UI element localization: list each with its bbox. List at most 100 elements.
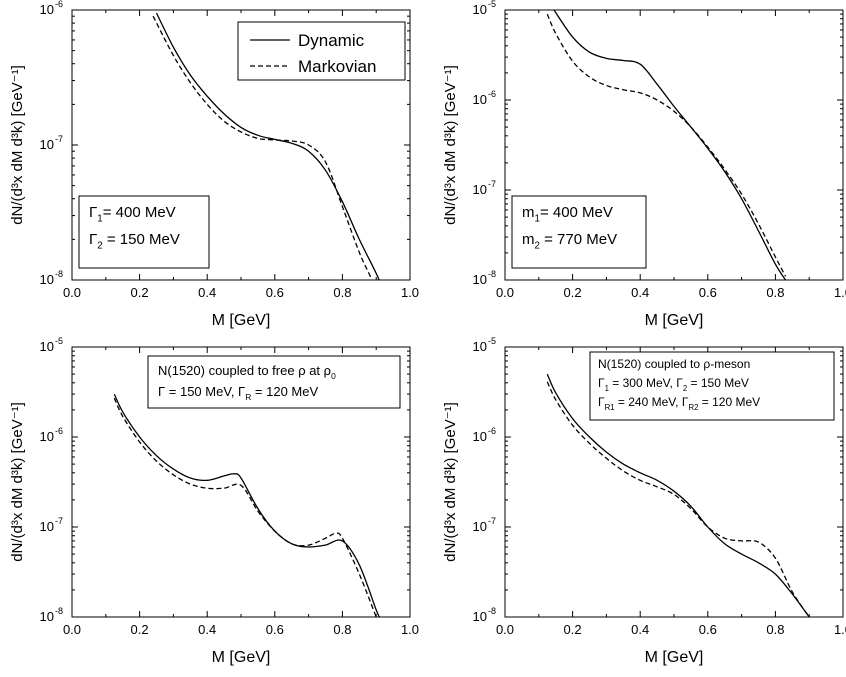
y-tick-exponent: -6	[55, 0, 63, 9]
legend-box	[237, 21, 406, 81]
annotation-text: = 150 MeV	[687, 376, 749, 390]
annotation-text: = 240 MeV, Γ	[615, 395, 689, 409]
x-axis-label: M [GeV]	[212, 649, 271, 666]
y-tick-label: 10	[40, 137, 54, 152]
annotation-subscript: 1	[97, 213, 102, 224]
series-group	[152, 12, 380, 280]
annotation-subscript: 1	[535, 213, 540, 224]
x-tick-label: 1.0	[401, 622, 419, 637]
x-tick-label: 0.2	[564, 285, 582, 300]
series-group	[113, 393, 381, 617]
annotation-text: = 400 MeV	[103, 204, 176, 221]
x-axis-label: M [GeV]	[645, 649, 704, 666]
x-tick-label: 1.0	[834, 622, 846, 637]
series-line-solid	[546, 373, 810, 617]
x-tick-label: 0.4	[631, 622, 649, 637]
annotation-text: = 120 MeV	[698, 395, 760, 409]
annotation-text: Γ = 150 MeV, Γ	[158, 384, 245, 399]
x-tick-label: 0.8	[333, 285, 351, 300]
x-tick-label: 0.4	[198, 285, 216, 300]
y-tick-label: 10	[473, 519, 487, 534]
chart-panel-4: 0.00.20.40.60.81.010-810-710-610-5M [GeV…	[442, 336, 846, 666]
x-tick-label: 0.6	[699, 622, 717, 637]
annotation-subscript: R2	[688, 403, 698, 412]
x-tick-label: 0.8	[333, 622, 351, 637]
y-tick-exponent: -5	[488, 0, 496, 9]
annotation-subscript: 0	[331, 371, 336, 381]
chart-panel-1: 0.0 0.2 0.4 0.6 0.8 1.010-810-710 -6M [GeV]dN/…	[9, 0, 419, 329]
x-axis-label: M [GeV]	[645, 312, 704, 329]
x-tick-label: 0.8	[766, 285, 784, 300]
annotation-subscript: 2	[97, 240, 102, 251]
annotation-text: = 120 MeV	[251, 384, 318, 399]
x-axis-label: M [GeV]	[212, 312, 271, 329]
y-tick-exponent: -7	[488, 516, 496, 526]
y-axis-label: dN/(d³x dM d³k) [GeV⁻¹]	[9, 65, 26, 225]
annotation-text: Γ	[89, 231, 97, 248]
y-axis-label: dN/(d³x dM d³k) [GeV⁻¹]	[9, 402, 26, 562]
y-tick-label: 10	[473, 2, 487, 17]
y-tick-label: 10	[473, 609, 487, 624]
y-tick-exponent: -8	[55, 606, 63, 616]
annotation-line: Γ2 = 150 MeV	[89, 231, 180, 252]
y-tick-exponent: -8	[488, 269, 496, 279]
annotation-box	[589, 351, 835, 421]
x-tick-label: 0.6	[266, 285, 284, 300]
y-tick-exponent: -8	[488, 606, 496, 616]
y-tick-label: 10	[40, 609, 54, 624]
x-tick-label: 0.0	[63, 622, 81, 637]
y-tick-exponent: -7	[55, 134, 63, 144]
y-tick-label: 10	[40, 272, 54, 287]
annotation-text: = 770 MeV	[540, 231, 617, 248]
annotation-text: Γ	[598, 376, 605, 390]
y-tick-label: 10	[40, 429, 54, 444]
x-tick-label: 0.2	[131, 285, 149, 300]
chart-panel-3: 0.0 0.2 0.4 0.6 0.8 1.010-810-710-610 -5M [GeV…	[9, 336, 419, 666]
x-tick-label: 0.2	[564, 622, 582, 637]
annotation-subscript: 1	[605, 384, 609, 393]
annotation-line: N(1520) coupled to ρ-meson	[598, 357, 750, 371]
annotation-line: Γ1 = 300 MeV, Γ2 = 150 MeV	[598, 376, 749, 393]
legend-label: Markovian	[298, 57, 376, 76]
annotation-line: N(1520) coupled to free ρ at ρ0	[158, 363, 336, 381]
x-tick-label: 0.4	[631, 285, 649, 300]
y-axis-label: dN/(d³x dM d³k) [GeV⁻¹]	[442, 402, 459, 562]
y-tick-exponent: -8	[55, 269, 63, 279]
annotation-subscript: 2	[535, 240, 540, 251]
x-tick-label: 0.6	[266, 622, 284, 637]
y-tick-label: 10	[473, 92, 487, 107]
series-line-dashed	[152, 15, 373, 280]
annotation-subscript: 2	[683, 384, 687, 393]
y-tick-exponent: -6	[488, 426, 496, 436]
y-axis-label: dN/(d³x dM d³k) [GeV⁻¹]	[442, 65, 459, 225]
x-tick-label: 0.2	[131, 622, 149, 637]
x-tick-label: 0.0	[496, 285, 514, 300]
y-tick-exponent: -6	[488, 89, 496, 99]
annotation-text: = 300 MeV, Γ	[609, 376, 683, 390]
annotation-line: Γ = 150 MeV, ΓR = 120 MeV	[158, 384, 318, 402]
y-tick-label: 10	[473, 272, 487, 287]
chart-panel-2: 0.00.20.40.60.81.010-810-710-610-5M [GeV…	[442, 0, 846, 329]
y-tick-exponent: -7	[488, 179, 496, 189]
y-tick-label: 10	[40, 519, 54, 534]
series-group	[546, 10, 787, 280]
annotation-line: ΓR1 = 240 MeV, ΓR2 = 120 MeV	[598, 395, 760, 412]
y-tick-exponent: -5	[55, 336, 63, 346]
x-tick-label: 1.0	[834, 285, 846, 300]
series-line-solid	[553, 10, 787, 280]
annotation-subscript: R	[245, 392, 251, 402]
annotation-text: Γ	[598, 395, 605, 409]
annotation-text: = 150 MeV	[103, 231, 180, 248]
legend-label: Dynamic	[298, 31, 365, 50]
annotation-box	[147, 355, 401, 409]
y-tick-exponent: -6	[55, 426, 63, 436]
annotation-text: N(1520) coupled to ρ-meson	[598, 357, 750, 371]
annotation-text: m	[522, 204, 535, 221]
annotation-text: m	[522, 231, 535, 248]
annotation-text: = 400 MeV	[540, 204, 613, 221]
series-line-solid	[113, 393, 381, 617]
y-tick-label: 10	[40, 339, 54, 354]
annotation-line: Γ1= 400 MeV	[89, 204, 176, 225]
x-tick-label: 0.6	[699, 285, 717, 300]
